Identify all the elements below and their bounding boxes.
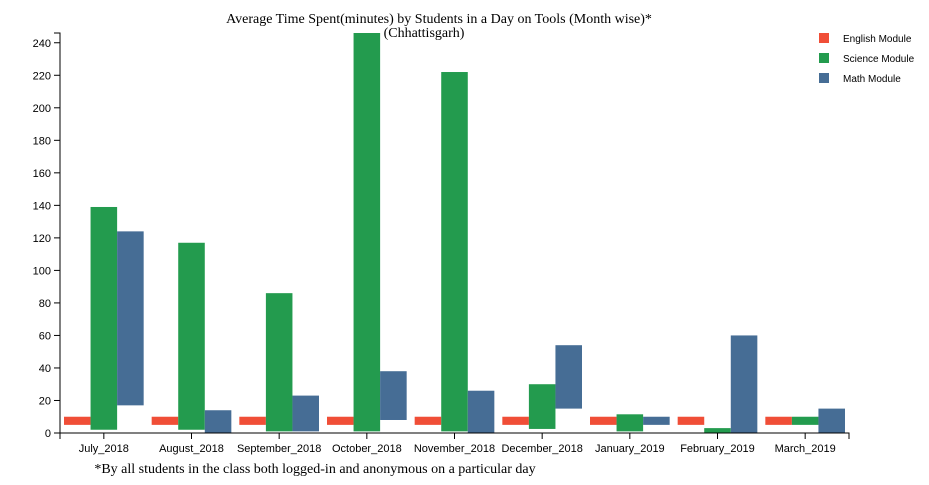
x-tick-label: August_2018 (159, 443, 224, 455)
x-axis: July_2018 August_2018 September_2018 Octobe… (59, 432, 850, 455)
x-tick-label: November_2018 (414, 443, 495, 455)
y-axis-line (54, 32, 61, 434)
y-tick-label: 0 (45, 428, 51, 440)
x-tick-label: July_2018 (79, 443, 129, 455)
y-tick-label: 140 (33, 200, 51, 212)
bar-science-module-august-2018 (178, 242, 205, 430)
y-tick-label: 200 (33, 103, 51, 115)
y-tick-label: 220 (33, 70, 51, 82)
bar-math-module-february-2019 (730, 335, 758, 433)
legend-label: English Module (843, 34, 912, 45)
bar-math-module-november-2018 (467, 390, 495, 433)
y-axis: 0 20 40 60 80 100 120 140 160 180 200 220 240 (33, 32, 61, 440)
x-tick-label: October_2018 (332, 443, 402, 455)
bar-english-module-december-2018 (502, 416, 529, 425)
bar-science-module-september-2018 (265, 293, 293, 432)
bar-science-module-october-2018 (353, 33, 381, 432)
x-tick-label: September_2018 (237, 443, 321, 455)
y-tick-label: 120 (33, 233, 51, 245)
legend: English Module Science Module Math Module (819, 33, 915, 85)
x-tick-label: January_2019 (595, 443, 665, 455)
y-tick-label: 20 (39, 395, 51, 407)
chart-title: Average Time Spent(minutes) by Students … (226, 12, 652, 27)
y-tick-label: 180 (33, 135, 51, 147)
y-tick-label: 60 (39, 330, 51, 342)
chart-footnote: *By all students in the class both logge… (94, 462, 535, 477)
bar-science-module-february-2019 (704, 428, 731, 433)
bar-english-module-march-2019 (765, 416, 792, 425)
legend-swatch (819, 33, 829, 43)
bar-science-module-march-2019 (791, 416, 819, 425)
bar-science-module-january-2019 (616, 414, 644, 432)
bar-english-module-july-2018 (64, 416, 91, 425)
x-tick-label: February_2019 (680, 443, 755, 455)
bar-english-module-august-2018 (151, 416, 179, 425)
y-tick-label: 160 (33, 168, 51, 180)
legend-label: Science Module (843, 54, 915, 65)
x-tick-label: March_2019 (775, 443, 836, 455)
y-tick-label: 240 (33, 38, 51, 50)
bar-math-module-december-2018 (555, 345, 582, 409)
legend-label: Math Module (843, 74, 901, 85)
legend-swatch (819, 73, 829, 83)
bar-math-module-september-2018 (292, 395, 319, 432)
legend-swatch (819, 53, 829, 63)
bars-group (64, 33, 845, 433)
bar-english-module-october-2018 (327, 416, 354, 425)
x-tick-label: December_2018 (501, 443, 582, 455)
bar-english-module-february-2019 (677, 416, 705, 425)
bar-math-module-march-2019 (818, 408, 845, 433)
bar-english-module-january-2019 (590, 416, 617, 425)
bar-science-module-december-2018 (528, 384, 556, 429)
y-tick-label: 80 (39, 298, 51, 310)
chart-subtitle: (Chhattisgarh) (384, 26, 465, 41)
bar-math-module-january-2019 (643, 416, 670, 425)
y-tick-label: 100 (33, 265, 51, 277)
bar-english-module-november-2018 (414, 416, 442, 425)
bar-math-module-october-2018 (380, 371, 407, 420)
bar-science-module-july-2018 (90, 206, 118, 430)
bar-math-module-august-2018 (204, 410, 232, 433)
bar-science-module-november-2018 (441, 72, 468, 432)
y-tick-label: 40 (39, 363, 51, 375)
bar-math-module-july-2018 (117, 231, 144, 406)
bar-english-module-september-2018 (239, 416, 266, 425)
